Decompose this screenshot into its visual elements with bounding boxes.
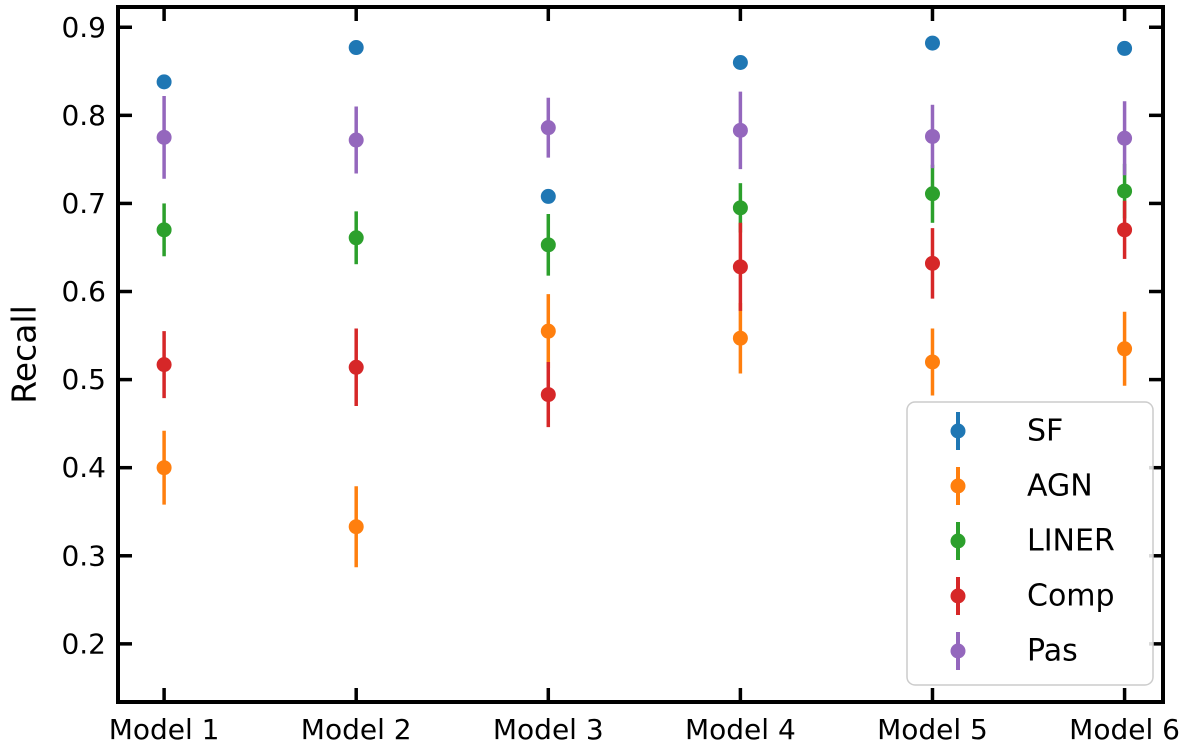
data-point-agn-4	[732, 330, 748, 346]
legend-box	[906, 401, 1154, 686]
legend-label-sf: SF	[1027, 414, 1063, 449]
data-point-agn-1	[156, 460, 172, 476]
y-tick-label: 0.5	[61, 363, 106, 396]
legend-label-liner: LINER	[1027, 524, 1115, 559]
data-point-comp-5	[924, 255, 940, 271]
data-point-liner-3	[540, 237, 556, 253]
x-category-label: Model 6	[1069, 713, 1180, 746]
legend-marker-dot-comp	[950, 588, 966, 604]
data-point-sf-2	[348, 40, 364, 56]
data-point-comp-2	[348, 359, 364, 375]
y-tick-label: 0.8	[61, 99, 106, 132]
data-point-pas-6	[1117, 130, 1133, 146]
x-category-label: Model 4	[685, 713, 796, 746]
legend-label-agn: AGN	[1027, 469, 1093, 504]
legend-label-comp: Comp	[1027, 579, 1115, 614]
y-tick-label: 0.9	[61, 11, 106, 44]
data-point-pas-3	[540, 120, 556, 136]
data-point-agn-5	[924, 354, 940, 370]
data-point-agn-6	[1117, 341, 1133, 357]
x-category-label: Model 5	[877, 713, 988, 746]
data-point-sf-3	[540, 188, 556, 204]
legend-marker-dot-liner	[950, 533, 966, 549]
y-tick-label: 0.6	[61, 275, 106, 308]
y-tick-label: 0.3	[61, 539, 106, 572]
data-point-agn-2	[348, 519, 364, 535]
data-point-sf-4	[732, 54, 748, 70]
data-point-liner-2	[348, 230, 364, 246]
data-point-pas-5	[924, 128, 940, 144]
data-point-pas-1	[156, 129, 172, 145]
legend-marker-dot-agn	[950, 478, 966, 494]
y-axis-label: Recall	[5, 305, 44, 403]
plot-area-frame	[116, 5, 1165, 704]
data-point-liner-5	[924, 186, 940, 202]
y-tick-label: 0.4	[61, 451, 106, 484]
legend-marker-dot-pas	[950, 643, 966, 659]
data-point-liner-4	[732, 200, 748, 216]
data-point-comp-3	[540, 387, 556, 403]
data-point-comp-6	[1117, 222, 1133, 238]
data-point-pas-4	[732, 122, 748, 138]
x-category-label: Model 2	[301, 713, 412, 746]
data-point-agn-3	[540, 323, 556, 339]
legend-marker-dot-sf	[950, 423, 966, 439]
data-point-comp-1	[156, 357, 172, 373]
data-point-pas-2	[348, 132, 364, 148]
data-point-comp-4	[732, 259, 748, 275]
data-point-sf-1	[156, 74, 172, 90]
y-tick-label: 0.2	[61, 627, 106, 660]
data-point-liner-6	[1117, 183, 1133, 199]
x-category-label: Model 1	[109, 713, 220, 746]
data-point-sf-5	[924, 35, 940, 51]
y-tick-label: 0.7	[61, 187, 106, 220]
x-category-label: Model 3	[493, 713, 604, 746]
legend-label-pas: Pas	[1027, 634, 1078, 669]
data-point-liner-1	[156, 222, 172, 238]
data-point-sf-6	[1117, 40, 1133, 56]
